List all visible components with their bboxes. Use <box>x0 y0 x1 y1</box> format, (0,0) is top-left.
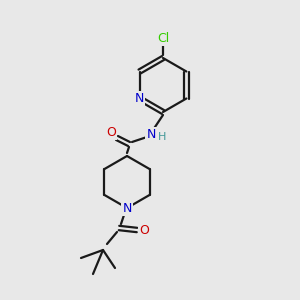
Text: N: N <box>122 202 132 214</box>
Text: H: H <box>158 132 166 142</box>
Text: O: O <box>139 224 149 236</box>
Text: O: O <box>106 125 116 139</box>
Text: Cl: Cl <box>157 32 169 44</box>
Text: N: N <box>135 92 144 105</box>
Text: N: N <box>146 128 156 140</box>
